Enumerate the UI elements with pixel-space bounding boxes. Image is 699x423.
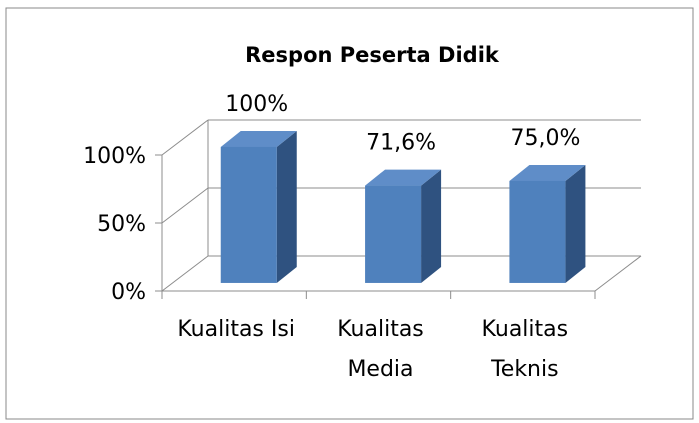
bar-side	[565, 164, 586, 283]
grid-line	[161, 119, 209, 156]
bar-side	[276, 130, 297, 283]
data-label: 71,6%	[366, 131, 436, 156]
x-tick-label: Kualitas Media	[337, 317, 424, 382]
bar	[509, 180, 566, 283]
x-tick-label: Kualitas Isi	[177, 317, 295, 342]
data-label: 100%	[225, 92, 288, 117]
data-label: 75,0%	[510, 126, 580, 151]
bar-top	[509, 164, 586, 181]
bar	[220, 146, 277, 283]
y-tick-label: 100%	[83, 144, 146, 169]
bar-side	[421, 169, 442, 283]
grid-line	[161, 255, 209, 292]
floor-right	[594, 255, 642, 292]
y-tick-label: 50%	[97, 212, 146, 237]
bar-top	[365, 169, 442, 186]
chart-title: Respon Peserta Didik	[245, 43, 500, 67]
bar	[365, 185, 422, 283]
grid-line	[161, 187, 209, 224]
y-tick-label: 0%	[111, 280, 146, 305]
x-tick-label: Kualitas Teknis	[481, 317, 569, 382]
bar-top	[220, 130, 297, 147]
